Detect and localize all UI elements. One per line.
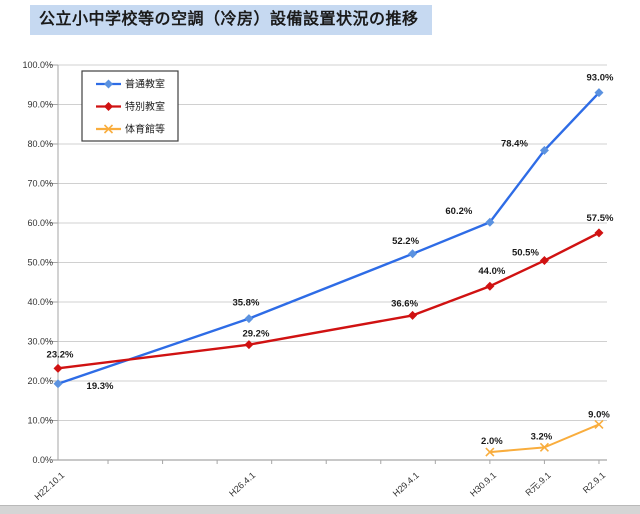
red-diamond-marker	[53, 363, 63, 373]
y-axis-label: 10.0%	[27, 416, 53, 426]
y-axis-label: 100.0%	[22, 60, 53, 70]
y-axis-label: 30.0%	[27, 337, 53, 347]
data-label: 35.8%	[232, 298, 259, 309]
red-diamond-marker	[539, 256, 549, 266]
blue-diamond-marker	[594, 88, 604, 98]
red-diamond-marker	[244, 340, 254, 350]
red-diamond-marker	[485, 281, 495, 291]
x-axis-label: R2.9.1	[581, 470, 607, 495]
orange-x-marker	[485, 447, 495, 457]
blue-diamond-marker	[485, 217, 495, 227]
data-label: 36.6%	[391, 298, 418, 309]
orange-x-marker	[594, 419, 604, 430]
window-bottom-edge	[0, 505, 640, 514]
orange-x-marker	[539, 442, 549, 452]
data-label: 93.0%	[587, 73, 614, 84]
chart-title: 公立小中学校等の空調（冷房）設備設置状況の推移	[30, 5, 432, 35]
data-label: 60.2%	[445, 206, 472, 217]
data-label: 2.0%	[481, 436, 503, 447]
x-axis-label: H22.10.1	[32, 470, 66, 502]
y-axis-label: 20.0%	[27, 376, 53, 386]
x-axis-label: H30.9.1	[468, 470, 498, 499]
red-diamond-marker	[104, 102, 113, 111]
data-label: 19.3%	[87, 381, 114, 392]
data-label: 52.2%	[392, 236, 419, 247]
red-diamond-marker	[594, 228, 604, 238]
blue-diamond-marker	[539, 145, 549, 155]
y-axis-label: 0.0%	[32, 455, 53, 465]
y-axis-label: 50.0%	[27, 258, 53, 268]
red-diamond-marker	[408, 310, 418, 320]
data-label: 29.2%	[242, 329, 269, 340]
y-axis-label: 60.0%	[27, 218, 53, 228]
data-label: 9.0%	[588, 409, 610, 420]
blue-diamond-marker	[53, 379, 63, 389]
x-axis-label: H29.4.1	[391, 470, 421, 499]
data-label: 3.2%	[531, 431, 553, 442]
y-axis-label: 80.0%	[27, 139, 53, 149]
orange-x-marker	[103, 124, 114, 134]
data-label: 44.0%	[478, 266, 505, 277]
legend-label: 特別教室	[125, 100, 165, 113]
data-label: 78.4%	[501, 138, 528, 149]
blue-diamond-marker	[104, 79, 113, 89]
data-label: 57.5%	[587, 213, 614, 224]
series-line-普通教室	[56, 91, 601, 385]
blue-diamond-marker	[244, 314, 254, 324]
y-axis-label: 40.0%	[27, 297, 53, 307]
x-axis-label: H26.4.1	[227, 470, 257, 499]
data-label: 23.2%	[47, 349, 74, 360]
y-axis-label: 70.0%	[27, 179, 53, 189]
blue-diamond-marker	[408, 249, 418, 259]
x-axis-label: R元.9.1	[523, 470, 552, 498]
legend-label: 普通教室	[125, 78, 165, 91]
data-label: 50.5%	[512, 248, 539, 259]
series-line-特別教室	[56, 231, 601, 370]
y-axis-label: 90.0%	[27, 100, 53, 110]
legend-label: 体育館等	[125, 123, 165, 136]
